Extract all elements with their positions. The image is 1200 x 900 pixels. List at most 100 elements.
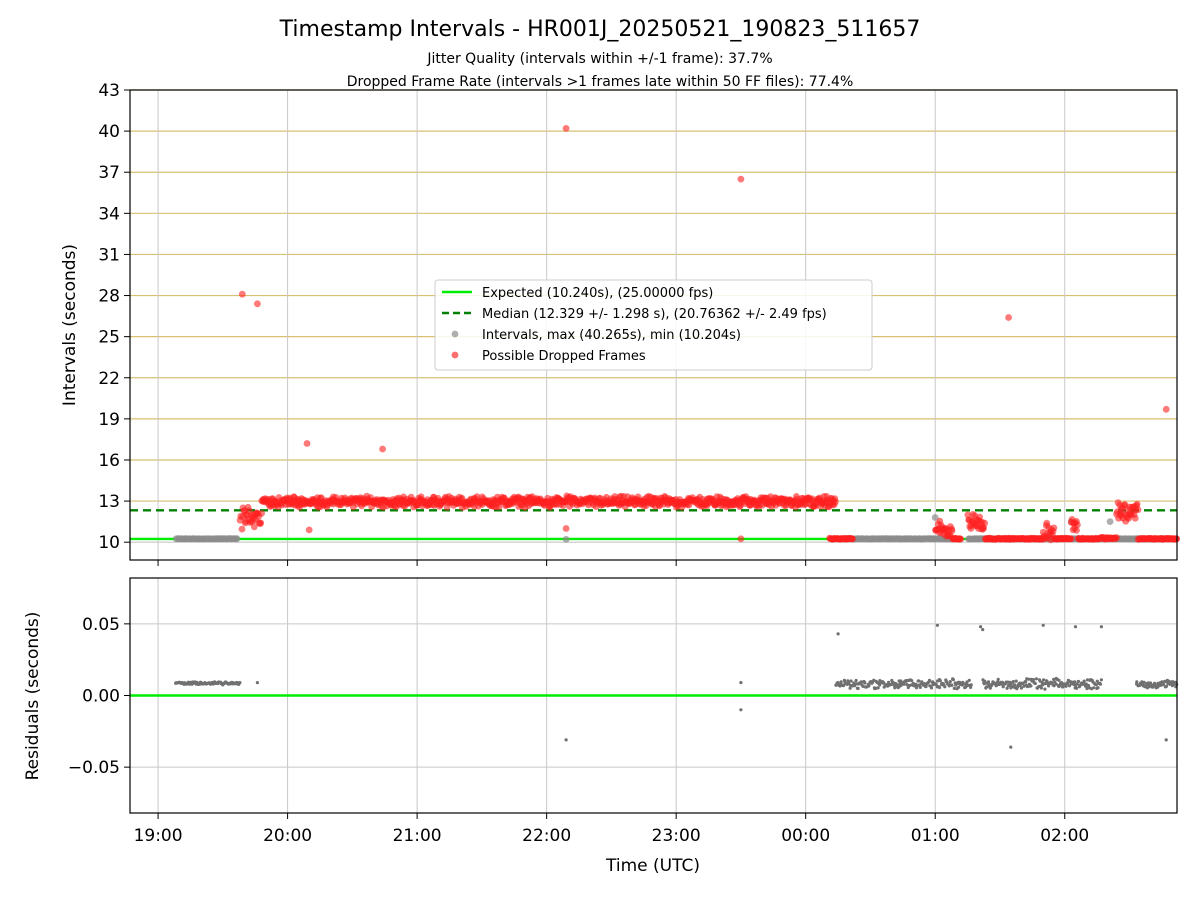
residual-band-1-point	[910, 679, 914, 683]
x-tick-label: 01:00	[911, 826, 960, 846]
residual-point-10	[1073, 625, 1078, 629]
legend-intervals-label: Intervals, max (40.265s), min (10.204s)	[482, 328, 741, 343]
residual-band-1-point	[882, 681, 886, 685]
residual-band-2-point	[969, 683, 973, 687]
residual-band-3-point	[1027, 677, 1031, 681]
dropped-frame-point-5	[562, 124, 570, 132]
intervals-y-tick-label: 22	[98, 369, 120, 389]
residual-band-2-point	[950, 683, 954, 687]
residual-band-1-point	[849, 679, 853, 683]
residual-band-1-point	[891, 680, 895, 685]
residual-band-3-point	[1042, 678, 1046, 682]
intervals-y-tick-label: 16	[98, 451, 120, 471]
dropped-frame-band-1-point	[832, 498, 839, 506]
intervals-y-tick-label: 37	[98, 163, 120, 183]
residual-point-8	[1009, 745, 1013, 749]
interval-point-1	[931, 514, 939, 521]
residual-band-2-point	[957, 685, 961, 689]
residual-band-2-point	[951, 678, 956, 682]
residual-band-1-point	[918, 685, 922, 690]
residuals-y-axis-label: Residuals (seconds)	[23, 612, 43, 781]
residual-band-3-point	[1099, 678, 1103, 682]
residual-point-5	[935, 623, 940, 627]
dropped-frame-band-4-point	[957, 535, 965, 543]
residual-band-3-point	[983, 679, 987, 683]
x-tick-label: 00:00	[781, 826, 830, 846]
residual-band-4-point	[1162, 682, 1166, 686]
intervals-y-tick-label: 31	[98, 245, 120, 265]
residuals-x-ticks: 19:00 20:00 21:00 22:00 23:00 00:00 01:00 02:00	[134, 813, 1089, 846]
residual-band-2-point	[934, 682, 938, 686]
x-tick-label: 21:00	[393, 826, 442, 846]
residual-band-3-point	[1011, 680, 1015, 684]
legend-box	[434, 279, 873, 371]
dropped-frame-band-0-point	[250, 523, 258, 531]
residual-band-2-point	[938, 679, 942, 683]
chart-subtitle-dropped: Dropped Frame Rate (intervals >1 frames …	[347, 74, 854, 90]
intervals-points	[172, 124, 1180, 544]
residual-band-3-point	[996, 677, 1000, 682]
residual-band-3-point	[1018, 683, 1022, 688]
intervals-y-axis-label: Intervals (seconds)	[60, 244, 80, 406]
residual-band-3-point	[996, 680, 1000, 684]
residual-band-3-point	[986, 680, 991, 684]
residual-point-2	[739, 681, 743, 685]
residual-point-3	[739, 708, 743, 712]
interval-point-0	[562, 536, 570, 543]
residual-band-3-point	[1094, 683, 1098, 687]
residual-band-3-point	[1075, 682, 1079, 686]
residual-band-3-point	[1092, 686, 1096, 690]
residual-band-3-point	[1075, 686, 1079, 690]
residual-band-1-point	[929, 686, 934, 690]
dropped-frame-point-4	[379, 445, 386, 453]
residual-band-3-point	[982, 682, 986, 686]
residual-band-2-point	[969, 685, 973, 690]
dropped-frame-band-12-point	[1133, 500, 1141, 508]
intervals-y-tick-label: 19	[98, 410, 120, 430]
legend-intervals-swatch	[451, 330, 459, 338]
legend-median-label: Median (12.329 +/- 1.298 s), (20.76362 +…	[482, 307, 827, 322]
residuals-y-ticks: 0.05 0.00 −0.05	[68, 615, 130, 778]
residual-band-1-point	[856, 686, 860, 691]
residual-band-3-point	[1076, 679, 1081, 684]
residual-band-3-point	[1043, 687, 1047, 691]
dropped-frame-band-5-point	[976, 513, 983, 521]
x-axis-label: Time (UTC)	[605, 856, 700, 876]
residual-band-3-point	[1084, 682, 1088, 686]
intervals-y-tick-label: 10	[98, 533, 120, 553]
residual-band-1-point	[872, 678, 876, 682]
x-tick-label: 20:00	[263, 826, 312, 846]
interval-point-3	[1106, 518, 1114, 525]
residual-band-1-point	[861, 684, 865, 689]
x-tick-label: 23:00	[652, 826, 701, 846]
residual-band-3-point	[1096, 686, 1100, 690]
residual-band-4-point	[1135, 680, 1139, 684]
residual-band-1-point	[863, 681, 867, 685]
residual-point-12	[1164, 738, 1168, 742]
residual-band-3-point	[1019, 686, 1024, 690]
residual-band-3-point	[1031, 678, 1035, 682]
residual-band-1-point	[859, 680, 863, 684]
residual-band-2-point	[965, 680, 969, 684]
residual-band-2-point	[952, 686, 956, 691]
residual-band-2-point	[967, 678, 971, 682]
dropped-frame-band-7-point	[1050, 524, 1058, 532]
residual-band-3-point	[1098, 682, 1103, 686]
intervals-x-ticks	[157, 560, 1066, 566]
dropped-frame-point-10	[1162, 405, 1170, 413]
intervals-y-ticks: 10 13 16 19 22 25 28 31 34 37 40 43	[98, 81, 130, 553]
intervals-reference-lines	[130, 509, 1177, 541]
dropped-frame-point-2	[303, 440, 311, 447]
residual-band-1-point	[848, 686, 852, 690]
dropped-frame-band-0-point	[238, 525, 246, 533]
residual-band-3-point	[1029, 684, 1033, 688]
dropped-frame-band-11-point	[1113, 534, 1120, 541]
intervals-axes-frame	[129, 89, 1178, 561]
residuals-panel: 0.05 0.00 −0.05 19:00 20:00 21:00 22:00 23:00 0…	[23, 577, 1179, 846]
residual-band-1-point	[917, 679, 921, 683]
residual-band-3-point	[1047, 684, 1051, 688]
dropped-frame-band-9-point	[1073, 526, 1080, 534]
residual-band-3-point	[1013, 683, 1017, 687]
residual-band-3-point	[1052, 677, 1056, 682]
